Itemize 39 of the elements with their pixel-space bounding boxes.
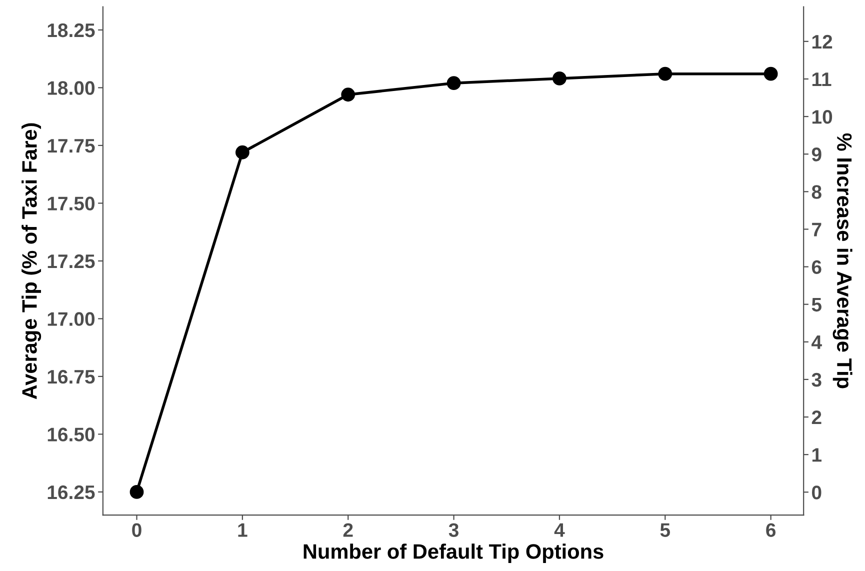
y-tick-label: 16.75 [48, 370, 95, 384]
y2-tick-label: 5 [812, 298, 822, 312]
y2-tick-label: 8 [812, 185, 822, 199]
point [235, 145, 250, 160]
y-tick-label: 17.25 [48, 254, 95, 268]
y2-tick-label: 10 [812, 110, 832, 124]
y-tick-label: 16.25 [48, 485, 95, 500]
x-tick-label: 3 [448, 523, 458, 537]
y-axis-title: Average Tip (% of Taxi Fare) [22, 123, 42, 400]
y2-tick-label: 3 [812, 372, 822, 387]
y2-tick-label: 11 [812, 72, 832, 86]
y2-tick-label: 6 [812, 260, 822, 274]
y2-tick-label: 4 [812, 336, 822, 349]
y2-tick-label: 7 [812, 222, 822, 236]
point [341, 88, 356, 102]
x-axis-title: Number of Default Tip Options [304, 544, 604, 564]
point [552, 72, 566, 86]
point [130, 485, 144, 499]
x-tick-label: 4 [554, 523, 565, 537]
y2-tick-label: 12 [812, 34, 832, 48]
y-tick-label: 17.75 [48, 139, 95, 153]
y-tick-label: 17.50 [48, 196, 95, 210]
y-tick-label: 18.00 [48, 81, 95, 95]
y2-tick-label: 0 [812, 486, 822, 500]
y2-tick-label: 1 [812, 448, 822, 462]
y-tick-label: 18.25 [48, 23, 95, 38]
x-tick-label: 6 [766, 523, 776, 537]
y2-tick-label: 9 [812, 148, 822, 162]
x-tick-label: 0 [132, 523, 142, 537]
x-tick-label: 2 [343, 523, 353, 537]
point [658, 66, 672, 81]
x-tick-label: 1 [238, 523, 248, 537]
y2-axis-title: % Increase in Average Tip [832, 133, 852, 388]
y2-tick-label: 2 [812, 410, 822, 424]
y-tick-label: 17.00 [48, 312, 95, 326]
y-tick-label: 16.50 [48, 428, 95, 442]
point [764, 66, 778, 81]
point [446, 76, 461, 90]
x-tick-label: 5 [660, 523, 670, 537]
